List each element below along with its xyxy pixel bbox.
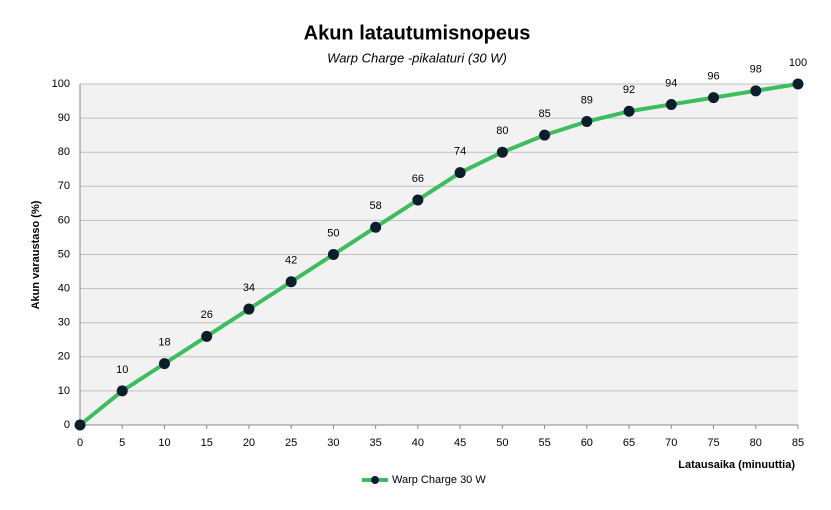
data-label: 85 [538,108,550,120]
y-tick-label: 60 [58,214,70,226]
data-point [201,330,213,342]
data-point [116,385,128,397]
x-tick-label: 0 [77,437,83,449]
y-tick-label: 90 [58,112,70,124]
data-label: 96 [707,71,719,83]
data-point [581,116,593,128]
y-tick-label: 80 [58,146,70,158]
x-tick-label: 75 [707,437,719,449]
x-tick-label: 50 [496,437,508,449]
data-point [750,85,762,97]
data-point [792,78,804,90]
chart-subtitle: Warp Charge -pikalaturi (30 W) [327,50,507,65]
x-tick-label: 60 [581,437,593,449]
data-point [623,105,635,117]
legend-label: Warp Charge 30 W [392,474,486,486]
data-label: 80 [496,125,508,137]
x-tick-label: 65 [623,437,635,449]
data-label: 66 [412,173,424,185]
x-tick-label: 45 [454,437,466,449]
data-label: 42 [285,255,297,267]
y-tick-label: 100 [52,78,70,90]
x-tick-label: 30 [327,437,339,449]
data-label: 92 [623,84,635,96]
x-tick-label: 15 [201,437,213,449]
x-axis-label: Latausaika (minuuttia) [678,459,795,471]
x-tick-label: 80 [750,437,762,449]
y-tick-label: 10 [58,385,70,397]
x-tick-label: 85 [792,437,804,449]
y-tick-label: 0 [64,419,70,431]
x-tick-label: 5 [119,437,125,449]
data-point [327,249,339,260]
x-tick-label: 55 [538,437,550,449]
chart-title: Akun latautumisnopeus [304,22,531,44]
y-tick-label: 50 [58,248,70,260]
data-label: 94 [665,77,677,89]
x-tick-label: 70 [665,437,677,449]
y-tick-label: 40 [58,283,70,295]
data-point [158,358,170,370]
data-point [285,276,297,288]
data-point [539,129,551,141]
series-line [78,82,799,427]
data-point [412,194,424,206]
y-tick-label: 70 [58,180,70,192]
y-axis-label: Akun varaustaso (%) [30,200,42,309]
x-tick-label: 20 [243,437,255,449]
data-point [370,221,382,233]
data-point [454,167,466,179]
data-label: 50 [327,227,339,239]
data-label: 74 [454,146,466,158]
data-point [74,419,86,431]
y-tick-label: 30 [58,317,70,329]
data-label: 10 [116,364,128,376]
data-label: 34 [243,282,255,294]
y-tick-label: 20 [58,351,70,363]
data-point [665,98,677,110]
data-label: 89 [581,94,593,106]
data-label: 18 [158,337,170,349]
data-label: 26 [201,309,213,321]
x-tick-label: 40 [412,437,424,449]
data-label: 100 [789,57,807,69]
x-tick-label: 25 [285,437,297,449]
x-tick-label: 35 [370,437,382,449]
data-point [708,92,720,104]
x-tick-label: 10 [158,437,170,449]
data-point [496,146,508,158]
data-label: 58 [370,200,382,212]
data-point [243,303,255,315]
legend-marker [371,476,379,484]
data-label: 98 [750,64,762,76]
